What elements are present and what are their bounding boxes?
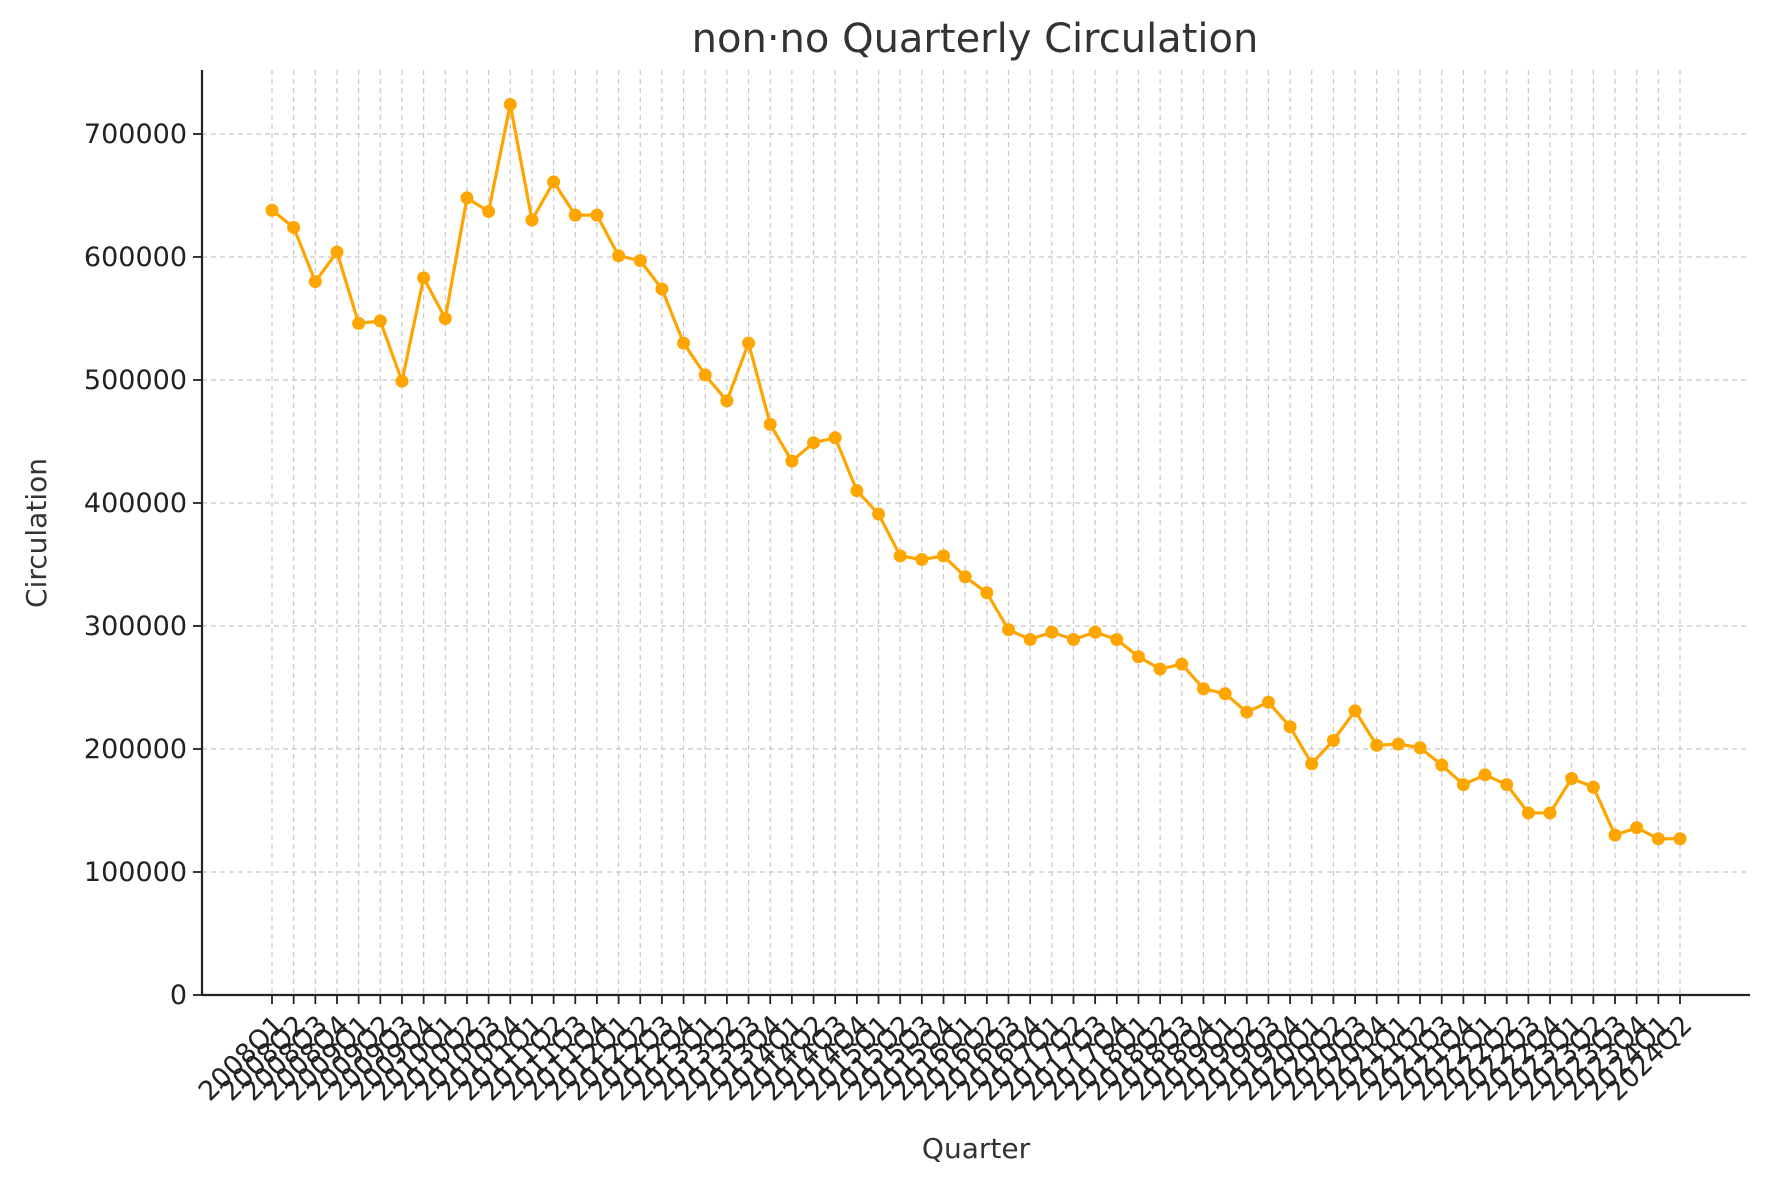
y-tick-label: 0 — [170, 980, 187, 1011]
data-point — [503, 97, 517, 111]
data-point — [1175, 657, 1189, 671]
data-point — [1391, 737, 1405, 751]
data-point — [568, 208, 582, 222]
data-point — [742, 336, 756, 350]
data-point — [265, 203, 279, 217]
data-point — [1500, 778, 1514, 792]
data-point — [1673, 832, 1687, 846]
y-tick-label: 300000 — [84, 611, 187, 642]
data-point — [1131, 650, 1145, 664]
x-axis-label: Quarter — [922, 1132, 1031, 1165]
series-layer — [265, 97, 1687, 846]
data-point — [1326, 733, 1340, 747]
data-point — [1370, 738, 1384, 752]
data-point — [1413, 741, 1427, 755]
data-point — [1586, 780, 1600, 794]
data-point — [1348, 704, 1362, 718]
data-point — [677, 336, 691, 350]
data-point — [937, 549, 951, 563]
data-point — [1066, 633, 1080, 647]
chart-title: non‧no Quarterly Circulation — [692, 16, 1259, 62]
data-point — [417, 271, 431, 285]
data-point — [915, 553, 929, 567]
y-tick-label: 600000 — [84, 242, 187, 273]
data-point — [720, 394, 734, 408]
data-point — [958, 570, 972, 584]
grid-layer — [202, 70, 1750, 995]
data-point — [525, 213, 539, 227]
data-point — [1218, 687, 1232, 701]
data-point — [395, 374, 409, 388]
data-point — [438, 311, 452, 325]
data-point — [1153, 662, 1167, 676]
data-point — [1196, 682, 1210, 696]
data-point — [1045, 625, 1059, 639]
data-point — [590, 208, 604, 222]
data-point — [1110, 633, 1124, 647]
y-tick-label: 700000 — [84, 119, 187, 150]
data-point — [828, 431, 842, 445]
data-point — [1305, 757, 1319, 771]
data-point — [308, 275, 322, 289]
y-axis-label: Circulation — [20, 458, 53, 608]
data-point — [698, 368, 712, 382]
data-point — [1001, 623, 1015, 637]
data-point — [460, 191, 474, 205]
data-point — [547, 175, 561, 189]
data-point — [612, 249, 626, 263]
data-point — [1630, 821, 1644, 835]
data-point — [1261, 695, 1275, 709]
data-point — [785, 454, 799, 468]
data-point — [763, 417, 777, 431]
y-axis-ticks: 0 100000 200000 300000 400000 500000 600000 700… — [84, 119, 202, 1011]
y-tick-label: 100000 — [84, 857, 187, 888]
data-point — [1478, 768, 1492, 782]
data-point — [807, 436, 821, 450]
data-point — [352, 316, 366, 330]
data-point — [1088, 625, 1102, 639]
x-axis-ticks: 2008Q12008Q22008Q32008Q42009Q12009Q22009… — [193, 995, 1699, 1107]
y-tick-label: 500000 — [84, 365, 187, 396]
data-point — [872, 507, 886, 521]
data-point — [1240, 705, 1254, 719]
data-point — [1521, 806, 1535, 820]
data-point — [1283, 720, 1297, 734]
y-tick-label: 400000 — [84, 488, 187, 519]
data-point — [980, 586, 994, 600]
data-point — [633, 254, 647, 268]
data-point — [655, 282, 669, 296]
data-point — [1456, 778, 1470, 792]
data-point — [1565, 772, 1579, 786]
data-point — [1608, 828, 1622, 842]
data-point — [482, 204, 496, 218]
data-point — [850, 484, 864, 498]
data-point — [330, 245, 344, 259]
y-tick-label: 200000 — [84, 734, 187, 765]
data-point — [1435, 758, 1449, 772]
data-point — [1023, 633, 1037, 647]
data-point — [1543, 806, 1557, 820]
data-point — [373, 314, 387, 328]
data-point — [1651, 832, 1665, 846]
data-point — [287, 220, 301, 234]
data-point — [893, 549, 907, 563]
